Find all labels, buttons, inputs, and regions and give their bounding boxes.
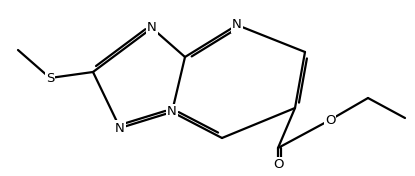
Text: N: N [167, 105, 177, 118]
Text: N: N [115, 121, 125, 134]
Text: N: N [147, 21, 157, 34]
Text: O: O [273, 159, 283, 171]
Text: S: S [46, 71, 54, 84]
Text: O: O [325, 114, 335, 127]
Text: N: N [232, 18, 242, 32]
